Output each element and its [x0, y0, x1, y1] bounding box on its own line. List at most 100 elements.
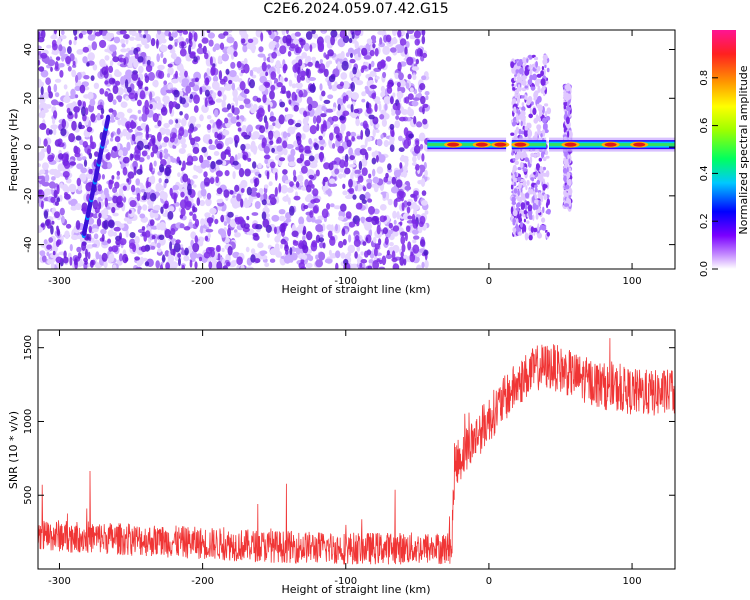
noise-blob — [144, 86, 149, 91]
noise-blob — [165, 262, 170, 269]
noise-blob — [208, 219, 212, 227]
noise-blob — [537, 223, 540, 232]
noise-blob — [309, 210, 314, 218]
noise-blob — [416, 264, 422, 269]
noise-blob — [396, 211, 400, 220]
noise-blob — [113, 226, 121, 232]
noise-blob — [118, 57, 125, 63]
noise-blob — [76, 177, 82, 187]
noise-blob — [193, 32, 198, 42]
noise-blob — [162, 57, 167, 64]
noise-blob — [314, 62, 321, 69]
noise-blob — [243, 63, 250, 74]
noise-blob — [521, 102, 525, 107]
noise-blob — [308, 174, 315, 180]
noise-blob — [161, 254, 166, 263]
noise-blob — [360, 144, 367, 149]
noise-blob — [416, 121, 423, 128]
noise-blob — [536, 73, 542, 78]
noise-blob — [401, 109, 409, 115]
noise-blob — [270, 71, 277, 80]
noise-blob — [262, 218, 270, 228]
noise-blob — [309, 162, 318, 169]
noise-blob — [368, 63, 372, 70]
noise-blob — [116, 127, 121, 135]
noise-blob — [175, 119, 179, 124]
noise-blob — [157, 120, 162, 127]
noise-blob — [249, 79, 255, 89]
noise-blob — [160, 206, 164, 214]
noise-blob — [510, 206, 514, 215]
noise-blob — [158, 177, 162, 184]
noise-blob — [537, 127, 541, 135]
noise-blob — [71, 120, 77, 131]
noise-blob — [62, 171, 70, 178]
noise-blob — [194, 218, 200, 228]
noise-blob — [208, 247, 215, 252]
noise-blob — [189, 211, 194, 216]
noise-blob — [400, 155, 405, 162]
noise-blob — [243, 223, 250, 230]
noise-blob — [335, 223, 338, 232]
noise-blob — [379, 259, 383, 265]
noise-blob — [367, 198, 373, 203]
noise-blob — [81, 156, 87, 161]
snr-ticks: -300 -200 -100 0 100 500 1000 1500 — [23, 330, 675, 587]
noise-blob — [160, 106, 168, 116]
noise-blob — [170, 192, 178, 200]
noise-blob — [194, 235, 198, 244]
noise-blob — [526, 58, 529, 63]
noise-blob — [541, 225, 547, 231]
noise-blob — [401, 202, 405, 212]
noise-blob — [128, 92, 136, 100]
noise-blob — [539, 166, 544, 174]
noise-blob — [339, 81, 344, 87]
noise-blob — [47, 259, 52, 265]
noise-blob — [408, 133, 414, 139]
noise-blob — [149, 219, 155, 226]
noise-blob — [316, 106, 322, 112]
noise-blob — [38, 163, 42, 168]
noise-blob — [545, 155, 550, 159]
noise-blob — [266, 170, 270, 180]
noise-blob — [271, 214, 280, 222]
noise-blob — [563, 104, 567, 110]
noise-blob — [226, 36, 235, 44]
noise-blob — [526, 179, 530, 186]
noise-blob — [111, 245, 119, 253]
noise-blob — [138, 30, 142, 34]
noise-blob — [540, 151, 545, 159]
noise-blob — [376, 258, 380, 263]
noise-blob — [352, 194, 357, 200]
noise-blob — [346, 139, 352, 148]
noise-blob — [538, 110, 543, 117]
noise-blob — [100, 107, 105, 115]
noise-blob — [50, 124, 59, 130]
noise-blob — [254, 258, 261, 264]
noise-blob — [308, 155, 315, 162]
signal-hotspot — [604, 142, 617, 147]
noise-blob — [380, 85, 385, 93]
noise-blob — [245, 266, 254, 269]
noise-blob — [234, 203, 241, 208]
noise-blob — [156, 38, 159, 49]
noise-blob — [329, 132, 334, 141]
noise-blob — [233, 51, 238, 57]
noise-blob — [159, 164, 165, 173]
noise-blob — [288, 161, 296, 167]
noise-blob — [208, 139, 213, 145]
noise-blob — [53, 128, 57, 136]
noise-blob — [402, 169, 407, 178]
noise-blob — [319, 94, 323, 101]
noise-blob — [109, 60, 114, 67]
noise-blob — [54, 61, 59, 70]
noise-blob — [268, 30, 272, 36]
noise-blob — [309, 44, 313, 53]
noise-blob — [251, 37, 259, 46]
noise-blob — [51, 39, 57, 47]
noise-blob — [51, 99, 59, 106]
noise-blob — [91, 228, 99, 233]
noise-blob — [115, 239, 121, 246]
noise-blob — [89, 135, 93, 145]
noise-blob — [291, 230, 299, 238]
